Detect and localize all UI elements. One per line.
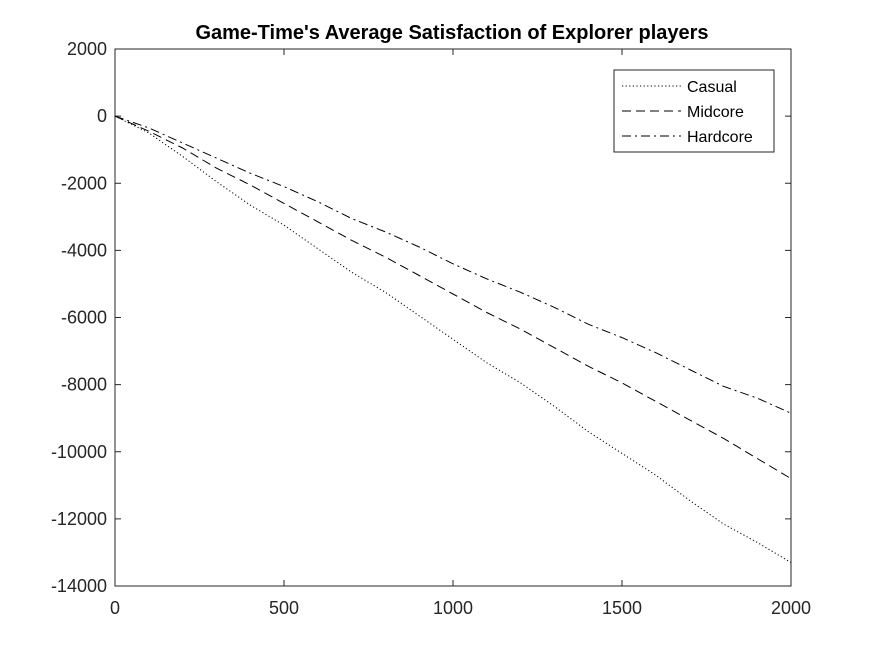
legend-label-casual: Casual bbox=[687, 79, 737, 96]
x-tick-label: 1500 bbox=[602, 598, 642, 618]
y-tick-label: -14000 bbox=[51, 576, 107, 596]
y-tick-label: 0 bbox=[97, 106, 107, 126]
x-tick-label: 1000 bbox=[433, 598, 473, 618]
series-line-midcore bbox=[114, 115, 792, 480]
y-tick-label: -12000 bbox=[51, 509, 107, 529]
chart-title: Game-Time's Average Satisfaction of Expl… bbox=[195, 22, 708, 44]
x-tick-label: 0 bbox=[110, 598, 120, 618]
y-tick-label: -4000 bbox=[61, 240, 107, 260]
y-tick-label: -6000 bbox=[61, 308, 107, 328]
y-tick-label: -2000 bbox=[61, 173, 107, 193]
series-line-casual bbox=[114, 115, 792, 563]
x-tick-label: 2000 bbox=[771, 598, 811, 618]
y-tick-label: -10000 bbox=[51, 442, 107, 462]
legend-label-hardcore: Hardcore bbox=[687, 129, 753, 146]
x-tick-label: 500 bbox=[269, 598, 299, 618]
legend-label-midcore: Midcore bbox=[687, 104, 744, 121]
legend: Casual Midcore Hardcore bbox=[613, 69, 775, 153]
y-tick-label: 2000 bbox=[67, 39, 107, 59]
series-line-hardcore bbox=[114, 115, 792, 414]
y-tick-label: -8000 bbox=[61, 375, 107, 395]
